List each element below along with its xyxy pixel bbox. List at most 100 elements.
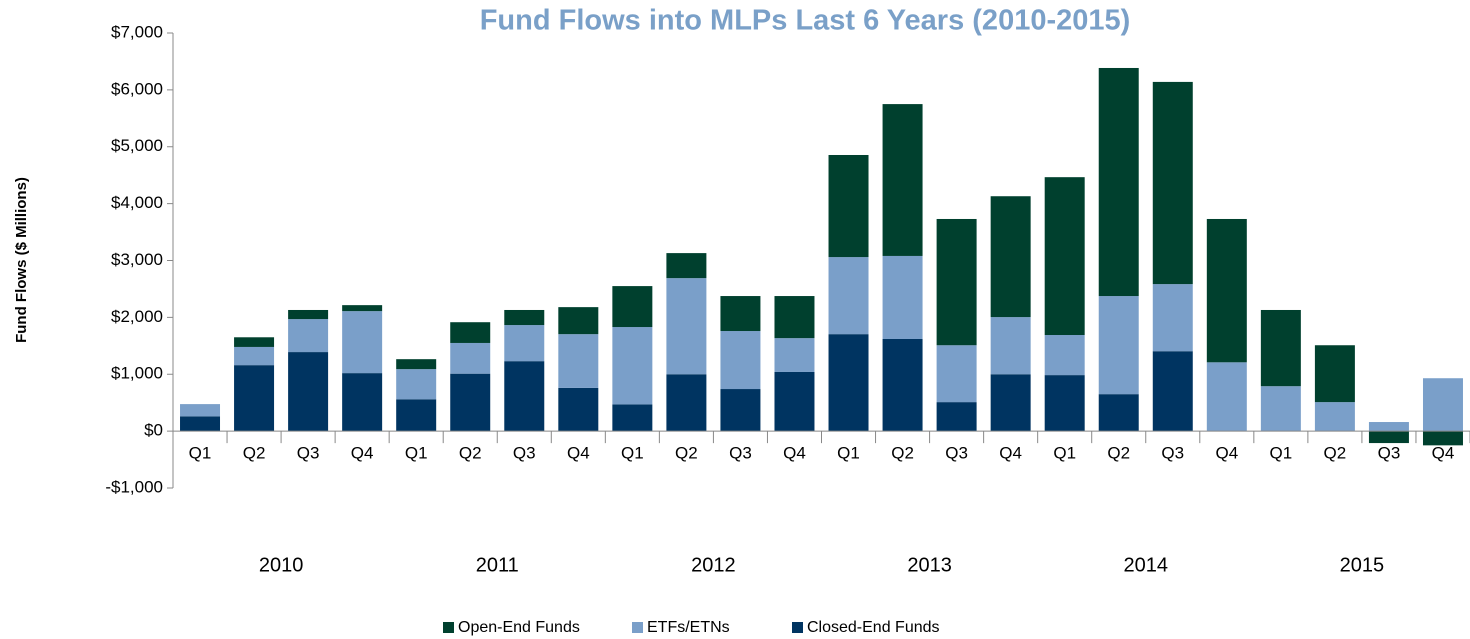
y-tick-label: -$1,000 bbox=[105, 477, 163, 496]
x-tick-label: Q2 bbox=[1324, 444, 1347, 463]
bar-segment bbox=[936, 402, 977, 432]
chart-title: Fund Flows into MLPs Last 6 Years (2010-… bbox=[480, 5, 1131, 37]
bar-segment bbox=[720, 296, 761, 332]
y-tick-label: $6,000 bbox=[111, 79, 163, 98]
year-label: 2015 bbox=[1340, 554, 1385, 576]
bar-segment bbox=[342, 305, 383, 312]
x-tick-label: Q4 bbox=[1432, 444, 1455, 463]
bar-segment bbox=[288, 352, 329, 432]
bar-segment bbox=[558, 387, 599, 432]
bar-segment bbox=[504, 325, 545, 362]
bar-segment bbox=[504, 309, 545, 326]
bar-segment bbox=[450, 342, 491, 374]
x-tick-label: Q1 bbox=[621, 444, 644, 463]
bar-segment bbox=[504, 361, 545, 432]
bar-segment bbox=[234, 346, 275, 366]
x-tick-label: Q3 bbox=[513, 444, 536, 463]
bar-segment bbox=[180, 416, 221, 432]
bar-segment bbox=[828, 334, 869, 432]
bar-segment bbox=[612, 327, 653, 405]
bar-segment bbox=[1260, 309, 1301, 387]
bar-segment bbox=[612, 286, 653, 328]
bar-segment bbox=[1098, 394, 1139, 432]
y-axis-title: Fund Flows ($ Millions) bbox=[13, 177, 30, 343]
year-label: 2012 bbox=[691, 554, 736, 576]
bar-segment bbox=[612, 404, 653, 432]
bar-segment bbox=[936, 218, 977, 346]
bar-segment bbox=[1044, 335, 1085, 376]
bar-segment bbox=[234, 337, 275, 347]
bar-segment bbox=[1098, 67, 1139, 297]
year-label: 2011 bbox=[476, 554, 519, 576]
x-tick-label: Q3 bbox=[1378, 444, 1401, 463]
y-tick-label: $1,000 bbox=[111, 364, 163, 383]
bar-segment bbox=[666, 278, 707, 375]
bar-segment bbox=[990, 196, 1031, 318]
bar-segment bbox=[1206, 362, 1247, 432]
bar-segment bbox=[774, 296, 815, 339]
bar-segment bbox=[1368, 422, 1409, 432]
y-tick-label: $0 bbox=[144, 421, 163, 440]
x-tick-label: Q4 bbox=[999, 444, 1022, 463]
x-tick-label: Q2 bbox=[1107, 444, 1130, 463]
x-tick-label: Q4 bbox=[567, 444, 590, 463]
bar-segment bbox=[882, 104, 923, 256]
bar-segment bbox=[1044, 375, 1085, 432]
x-tick-label: Q2 bbox=[675, 444, 698, 463]
bar-segment bbox=[1206, 218, 1247, 363]
bar-segment bbox=[774, 371, 815, 432]
bar-segment bbox=[1260, 386, 1301, 432]
bar-segment bbox=[774, 338, 815, 372]
year-label: 2014 bbox=[1124, 554, 1169, 576]
x-tick-label: Q3 bbox=[297, 444, 320, 463]
year-label: 2010 bbox=[259, 554, 304, 576]
legend-swatch bbox=[792, 622, 803, 633]
bar-segment bbox=[1422, 378, 1463, 432]
x-tick-label: Q2 bbox=[891, 444, 914, 463]
x-tick-label: Q4 bbox=[783, 444, 806, 463]
legend-swatch bbox=[443, 622, 454, 633]
x-tick-label: Q1 bbox=[1270, 444, 1293, 463]
bar-segment bbox=[1152, 284, 1193, 352]
legend-label: ETFs/ETNs bbox=[647, 619, 730, 636]
bar-segment bbox=[342, 373, 383, 432]
y-tick-label: $7,000 bbox=[111, 22, 163, 41]
x-tick-label: Q3 bbox=[729, 444, 752, 463]
bar-segment bbox=[1422, 431, 1463, 446]
bar-segment bbox=[828, 154, 869, 258]
y-tick-label: $3,000 bbox=[111, 250, 163, 269]
x-tick-label: Q4 bbox=[351, 444, 374, 463]
bar-segment bbox=[1314, 402, 1355, 432]
legend-swatch bbox=[632, 622, 643, 633]
x-tick-label: Q2 bbox=[243, 444, 266, 463]
bar-segment bbox=[1152, 351, 1193, 432]
y-tick-label: $5,000 bbox=[111, 136, 163, 155]
bar-segment bbox=[396, 359, 437, 370]
bar-segment bbox=[990, 374, 1031, 432]
bar-segment bbox=[450, 373, 491, 432]
x-tick-label: Q2 bbox=[459, 444, 482, 463]
bar-segment bbox=[558, 334, 599, 388]
bar-segment bbox=[936, 345, 977, 403]
bar-segment bbox=[882, 338, 923, 432]
bar-segment bbox=[450, 322, 491, 343]
bar-segment bbox=[396, 369, 437, 400]
bar-segment bbox=[990, 317, 1031, 375]
bar-segment bbox=[720, 331, 761, 390]
x-tick-label: Q1 bbox=[1053, 444, 1076, 463]
bar-segment bbox=[720, 389, 761, 432]
x-tick-label: Q1 bbox=[189, 444, 212, 463]
bar-segment bbox=[342, 311, 383, 374]
bar-segment bbox=[288, 309, 329, 320]
legend-label: Open-End Funds bbox=[458, 619, 580, 636]
bar-segment bbox=[828, 257, 869, 335]
bar-segment bbox=[1368, 431, 1409, 444]
x-tick-label: Q3 bbox=[945, 444, 968, 463]
bar-segment bbox=[1314, 345, 1355, 403]
year-label: 2013 bbox=[907, 554, 952, 576]
bar-segment bbox=[1152, 81, 1193, 285]
x-tick-label: Q1 bbox=[405, 444, 428, 463]
bar-segment bbox=[288, 319, 329, 353]
bar-segment bbox=[1044, 177, 1085, 336]
